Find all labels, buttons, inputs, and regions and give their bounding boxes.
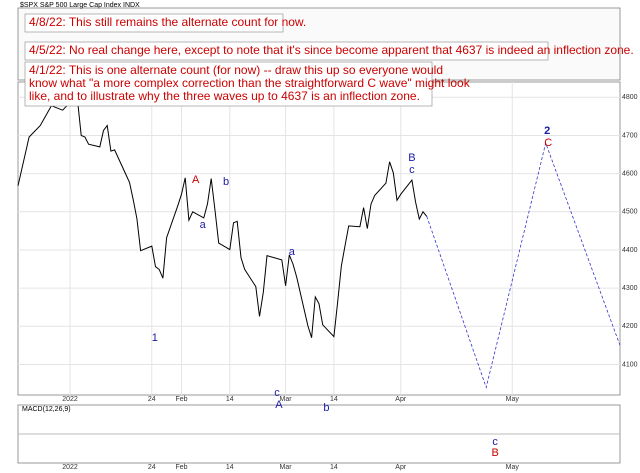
y-tick-label: 4100 [622,361,638,368]
wave-label: a [200,219,207,231]
annotation-box [24,13,284,33]
y-tick-label: 4400 [622,247,638,254]
y-tick-label: 4600 [622,170,638,177]
wave-label: c [274,387,280,399]
wave-label: b [223,176,229,188]
x-tick-label: May [506,396,520,403]
x-tick-label: May [506,464,520,471]
x-tick-label: 24 [148,464,156,471]
x-tick-label: Feb [175,464,187,471]
y-tick-label: 4700 [622,132,638,139]
x-tick-label: 2022 [62,396,78,403]
wave-label: c [409,164,415,176]
wave-label: a [289,246,296,258]
x-tick-label: 2022 [62,464,78,471]
x-tick-label: 24 [148,396,156,403]
x-tick-label: Feb [175,396,187,403]
annotation-box [24,61,433,107]
wave-label: 2 [544,125,550,137]
y-tick-label: 4500 [622,209,638,216]
x-tick-label: Mar [280,464,293,471]
x-tick-label: 14 [330,464,338,471]
x-tick-label: 14 [226,464,234,471]
macd-label: MACD(12,26,9) [22,406,71,413]
x-tick-label: Apr [395,396,407,403]
annotation-text: 4/1/22: This is one alternate count (for… [29,63,443,77]
annotation-text: 4/8/22: This still remains the alternate… [29,15,306,29]
wave-label: B [408,152,415,164]
wave-label: b [323,402,329,414]
price-line [426,141,621,389]
wave-label: A [275,399,283,411]
wave-label: c [492,436,498,448]
x-tick-label: 14 [330,396,338,403]
y-tick-label: 4800 [622,94,638,101]
wave-label: A [192,174,200,186]
wave-label: B [491,447,498,459]
annotation-text: know what "a more complex correction tha… [29,76,471,90]
price-panel [17,81,621,396]
wave-label: C [544,137,552,149]
x-tick-label: 14 [226,396,234,403]
y-tick-label: 4200 [622,323,638,330]
x-tick-label: Apr [395,464,407,471]
chart-title: $SPX S&P 500 Large Cap Index INDX [20,2,140,9]
y-tick-label: 4300 [622,285,638,292]
annotation-text: like, and to illustrate why the three wa… [29,89,420,103]
annotation-box [24,41,549,61]
price-line [17,98,428,338]
annotation-text: 4/5/22: No real change here, except to n… [29,43,634,57]
wave-label: 1 [152,332,158,344]
x-tick-label: Mar [280,396,293,403]
